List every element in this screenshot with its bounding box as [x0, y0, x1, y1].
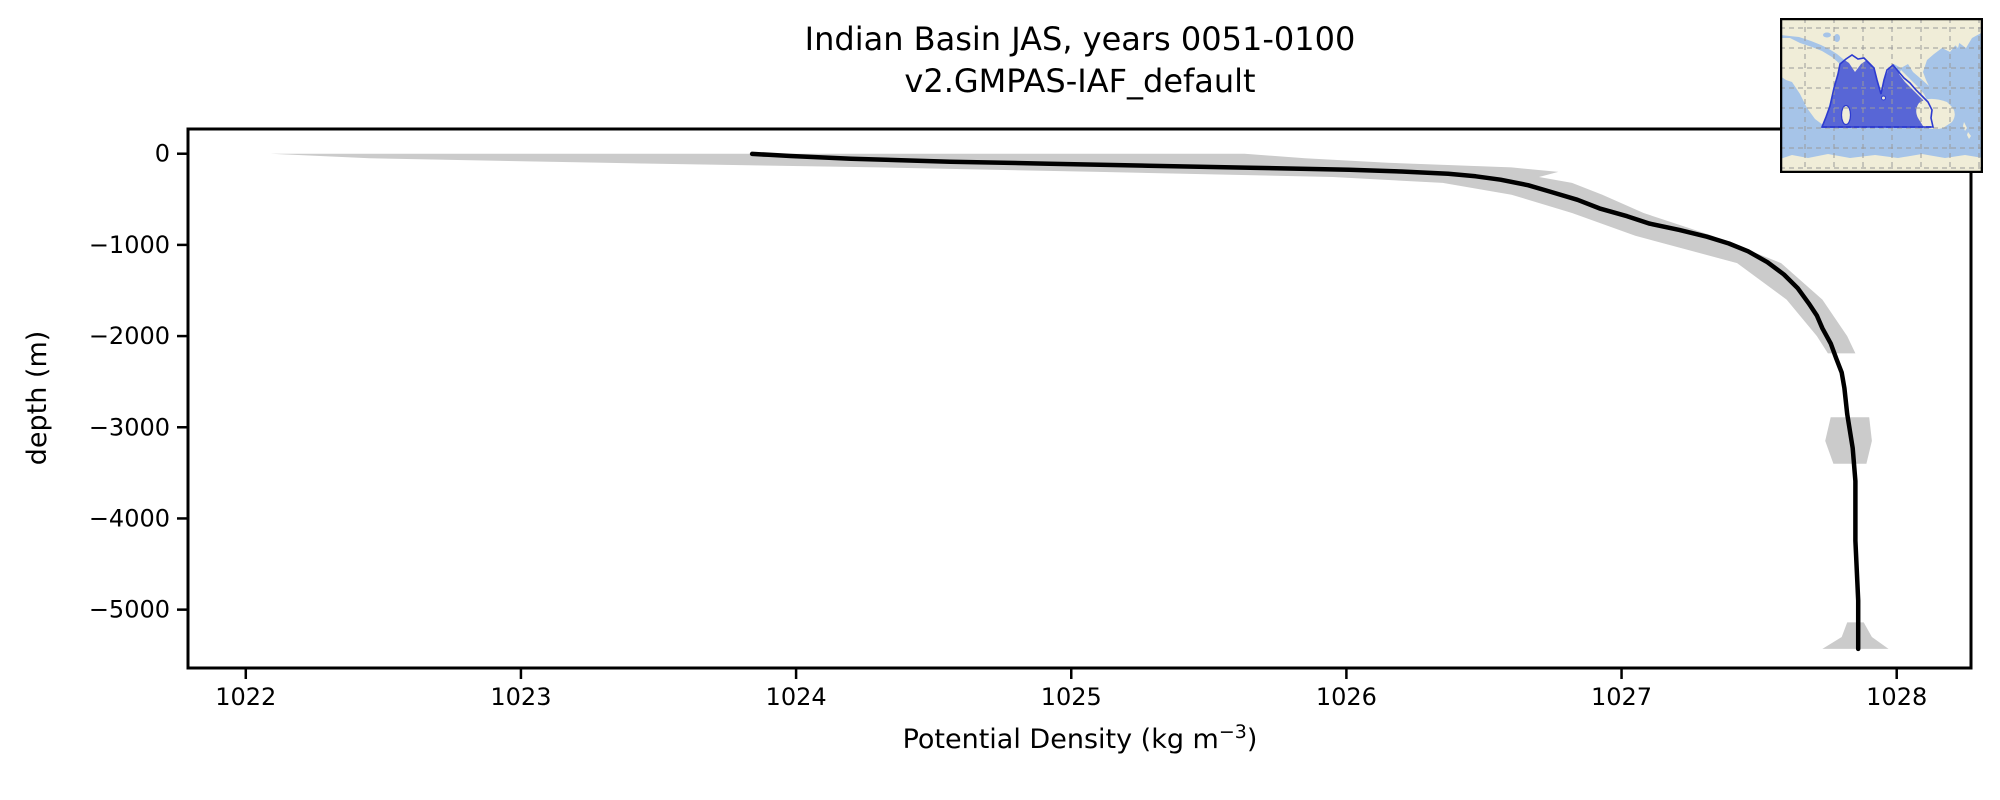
x-axis-label: Potential Density (kg m−3) — [903, 721, 1258, 755]
x-tick-label: 1024 — [766, 683, 827, 711]
map-land-australia — [1916, 98, 1955, 130]
y-tick-label: −5000 — [89, 596, 170, 624]
x-tick-label: 1026 — [1316, 683, 1377, 711]
y-tick-label: −3000 — [89, 413, 170, 441]
map-land-madagascar — [1840, 104, 1852, 126]
y-tick-label: −2000 — [89, 322, 170, 350]
map-basin-outline — [1820, 54, 1934, 128]
x-tick-label: 1027 — [1591, 683, 1652, 711]
map-land-africa — [1780, 38, 1840, 125]
x-tick-label: 1025 — [1041, 683, 1102, 711]
map-black-sea — [1823, 32, 1831, 38]
envelope-band — [270, 153, 1856, 354]
chart-title-line2: v2.GMPAS-IAF_default — [904, 62, 1255, 100]
inset-basin-map — [1780, 18, 1983, 173]
map-land-new-zealand — [1963, 122, 1971, 139]
envelope-deep-patch — [1825, 417, 1872, 464]
inset-map-border — [1780, 18, 1983, 173]
chart-title-line1: Indian Basin JAS, years 0051-0100 — [805, 20, 1356, 58]
x-tick-label: 1028 — [1866, 683, 1927, 711]
y-axis-label: depth (m) — [22, 331, 53, 466]
y-tick-label: −4000 — [89, 504, 170, 532]
x-axis-label-superscript: −3 — [1219, 721, 1247, 743]
y-axis-ticks: 0 −1000 −2000 −3000 −4000 −5000 — [89, 140, 188, 624]
y-tick-label: −1000 — [89, 231, 170, 259]
map-land-sri-lanka — [1881, 95, 1886, 101]
map-land-eurasia — [1780, 18, 1983, 94]
x-tick-label: 1022 — [215, 683, 276, 711]
envelope-bottom-wedge — [1822, 622, 1889, 649]
map-land-japan — [1954, 34, 1960, 48]
plot-frame — [186, 127, 1973, 670]
x-tick-label: 1023 — [490, 683, 551, 711]
map-land-antarctica — [1780, 154, 1983, 173]
y-tick-label: 0 — [155, 140, 170, 168]
inset-map-canvas — [1780, 18, 1983, 173]
x-axis-label-main: Potential Density (kg m — [903, 724, 1219, 755]
x-axis-ticks: 1022 1023 1024 1025 1026 1027 1028 — [215, 668, 1927, 711]
x-axis-label-end: ) — [1247, 724, 1258, 755]
mean-profile-line — [749, 151, 1861, 652]
map-caspian-sea — [1834, 34, 1840, 42]
